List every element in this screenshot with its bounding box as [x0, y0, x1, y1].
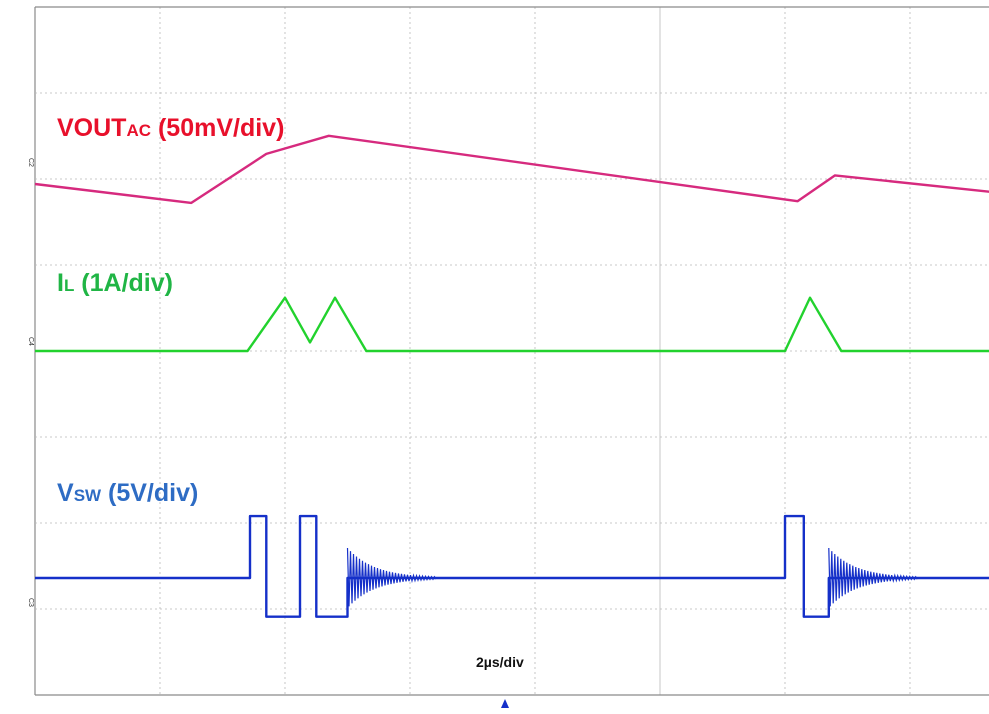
il-channel-marker: C4 [27, 337, 34, 346]
il-label-sub: L [63, 276, 75, 295]
vsw-ringing [828, 547, 918, 607]
vsw-channel-marker: C3 [27, 598, 34, 607]
il-label-scale: (1A/div) [74, 269, 173, 297]
vout-label-main: VOUT [57, 114, 127, 142]
trigger-arrow-icon [501, 699, 509, 708]
timebase-label: 2µs/div [476, 654, 524, 670]
vsw-channel-label: VSW (5V/div) [57, 481, 198, 506]
vsw-label-main: V [57, 479, 74, 507]
il-channel-label: IL (1A/div) [57, 271, 173, 296]
vsw-label-sub: SW [73, 486, 102, 505]
vout-label-sub: AC [126, 121, 152, 140]
traces [34, 134, 989, 618]
vout-trace [34, 134, 989, 205]
vsw-label-scale: (5V/div) [101, 479, 199, 507]
il-label-main: I [57, 269, 64, 297]
il-trace [35, 296, 989, 353]
vout-label-scale: (50mV/div) [151, 114, 285, 142]
vsw-trace [35, 514, 989, 618]
vout-channel-label: VOUTAC (50mV/div) [57, 116, 284, 141]
vsw-ringing [346, 547, 437, 607]
vout-channel-marker: C2 [27, 158, 34, 167]
